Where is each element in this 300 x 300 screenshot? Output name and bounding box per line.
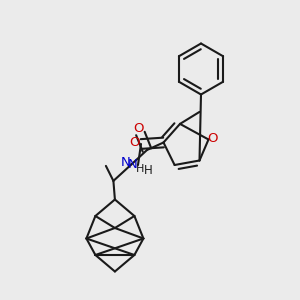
Text: O: O <box>129 136 140 149</box>
Text: N: N <box>128 158 137 172</box>
Text: O: O <box>208 131 218 145</box>
Text: H: H <box>136 164 145 174</box>
Text: N: N <box>121 156 131 170</box>
Text: H: H <box>144 164 153 177</box>
Text: O: O <box>134 122 144 136</box>
